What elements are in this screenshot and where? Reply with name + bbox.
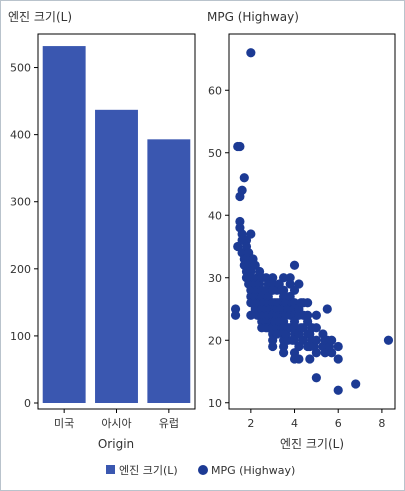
legend-bar-label: 엔진 크기(L)	[119, 464, 178, 477]
scatter-panel-title: MPG (Highway)	[207, 10, 299, 24]
bar-x-tick-label: 유럽	[159, 416, 179, 430]
scatter-point	[294, 279, 304, 289]
scatter-x-tick-label: 4	[291, 417, 298, 430]
scatter-point	[333, 354, 343, 364]
bar-x-tick-label: 아시아	[101, 417, 131, 430]
bar-y-tick-label: 400	[10, 129, 31, 142]
scatter-point	[230, 304, 241, 314]
bar-series	[42, 46, 191, 404]
scatter-point	[239, 173, 249, 183]
legend-bar-swatch	[106, 465, 115, 474]
scatter-point	[383, 335, 394, 345]
scatter-x-axis-title: 엔진 크기(L)	[280, 437, 344, 451]
scatter-point	[327, 335, 337, 345]
legend-scatter-label: MPG (Highway)	[211, 464, 295, 477]
scatter-point	[311, 335, 321, 345]
scatter-point	[246, 48, 256, 58]
scatter-point	[305, 354, 315, 364]
bar-y-tick-label: 200	[10, 263, 31, 276]
scatter-point	[311, 310, 321, 320]
scatter-point	[246, 229, 256, 239]
legend-scatter-swatch	[198, 465, 208, 475]
scatter-point	[237, 185, 247, 195]
bar-panel: 엔진 크기(L) 0 100 200 300 400 500 미국 아시아 유럽 Origin	[8, 10, 196, 451]
scatter-y-tick-label: 20	[208, 334, 222, 347]
scatter-x-tick-label: 8	[378, 417, 385, 430]
scatter-point	[327, 348, 337, 358]
scatter-point	[311, 323, 321, 333]
scatter-point	[303, 298, 313, 308]
scatter-x-tick-label: 6	[335, 417, 342, 430]
bar	[147, 139, 191, 403]
scatter-point	[272, 329, 282, 339]
scatter-point	[279, 348, 289, 358]
bar-x-axis-title: Origin	[98, 437, 134, 451]
scatter-point	[333, 341, 343, 352]
bar-y-tick-label: 0	[24, 397, 31, 410]
bar	[95, 109, 138, 403]
scatter-y-tick-label: 50	[208, 147, 222, 160]
scatter-point	[268, 341, 278, 352]
bar-x-tick-label: 미국	[54, 417, 74, 430]
scatter-y-tick-label: 30	[208, 272, 222, 285]
scatter-point	[311, 373, 321, 383]
bar-y-tick-label: 100	[10, 330, 31, 343]
scatter-series	[230, 48, 394, 395]
scatter-point	[333, 385, 343, 395]
scatter-point	[322, 304, 332, 314]
bar-x-axis: 미국 아시아 유럽	[54, 409, 179, 430]
scatter-point	[235, 141, 245, 152]
bar	[42, 46, 86, 404]
scatter-x-axis: 2 4 6 8	[247, 409, 385, 430]
bar-panel-title: 엔진 크기(L)	[8, 10, 72, 24]
scatter-point	[279, 273, 289, 283]
scatter-y-tick-label: 40	[208, 209, 222, 222]
scatter-point	[294, 354, 304, 364]
legend: 엔진 크기(L) MPG (Highway)	[106, 464, 295, 477]
scatter-point	[351, 379, 361, 389]
scatter-x-tick-label: 2	[247, 417, 254, 430]
scatter-y-tick-label: 60	[208, 84, 222, 97]
scatter-panel: MPG (Highway) 10 20 30 40 50 60 2 4 6 8 엔진 크기(L)	[207, 10, 396, 451]
scatter-y-tick-label: 10	[208, 397, 222, 410]
bar-y-axis: 0 100 200 300 400 500	[10, 62, 38, 410]
scatter-point	[311, 348, 321, 358]
scatter-point	[289, 260, 300, 270]
bar-y-tick-label: 300	[10, 196, 31, 209]
bar-y-tick-label: 500	[10, 62, 31, 75]
scatter-y-axis: 10 20 30 40 50 60	[208, 84, 229, 410]
